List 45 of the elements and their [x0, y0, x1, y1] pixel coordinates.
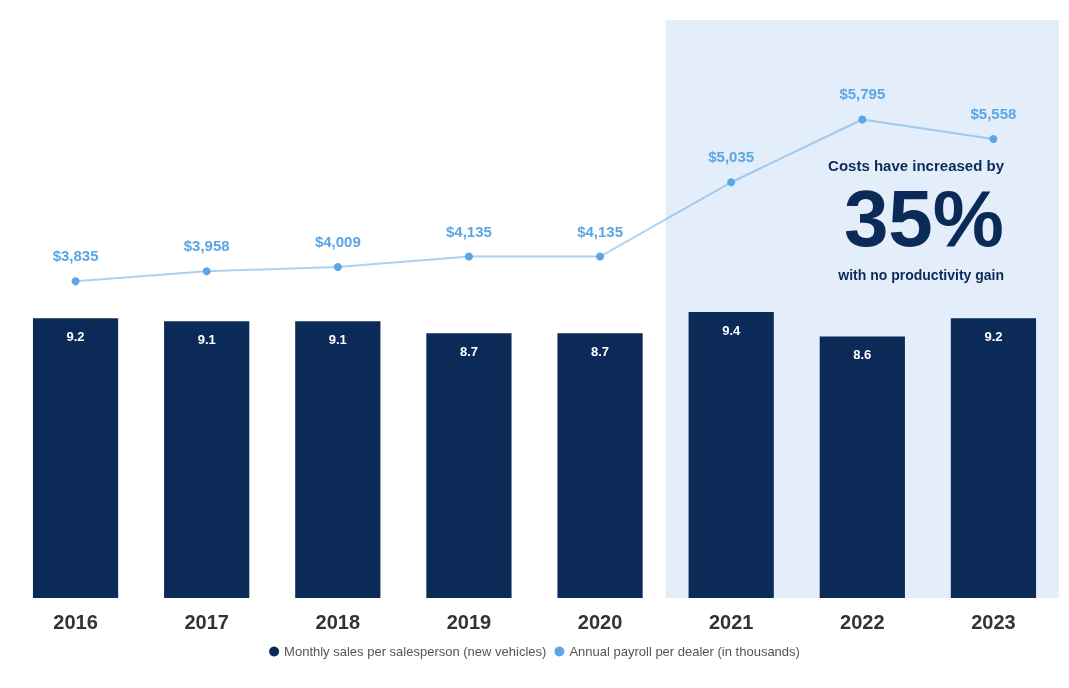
data-label: 8.7 — [591, 344, 610, 360]
point — [727, 178, 736, 187]
data-label: 9.2 — [66, 329, 85, 345]
point — [202, 267, 211, 276]
annotation: 35% — [843, 173, 1004, 263]
point — [71, 277, 80, 286]
data-label: 8.7 — [459, 344, 478, 360]
data-label: $3,835 — [52, 247, 99, 265]
annotation: Costs have increased by — [828, 157, 1005, 174]
data-label: 9.4 — [722, 323, 741, 339]
bar — [32, 318, 119, 598]
data-label: $5,558 — [970, 105, 1017, 123]
bar — [426, 333, 512, 598]
point — [464, 252, 473, 261]
data-label: $5,035 — [708, 148, 755, 166]
point — [989, 135, 998, 144]
data-label: 9.1 — [328, 332, 347, 348]
x-tick-label: 2020 — [577, 611, 623, 633]
legend-label: Monthly sales per salesperson (new vehicles) — [284, 644, 547, 659]
bar — [164, 321, 250, 598]
data-label: 9.2 — [984, 329, 1003, 345]
data-label: $3,958 — [183, 237, 230, 255]
legend-label: Annual payroll per dealer (in thousands) — [569, 644, 800, 659]
x-tick-label: 2022 — [840, 611, 885, 633]
bar — [950, 318, 1037, 598]
x-tick-label: 2023 — [971, 611, 1016, 633]
bar — [557, 333, 643, 598]
x-tick-label: 2016 — [53, 611, 98, 633]
x-tick-label: 2021 — [708, 611, 754, 633]
point — [858, 115, 867, 124]
data-label: $5,795 — [839, 85, 886, 103]
bar — [819, 336, 905, 598]
annotation: with no productivity gain — [837, 267, 1004, 283]
x-tick-label: 2019 — [446, 611, 492, 633]
data-label: $4,135 — [577, 222, 624, 240]
x-tick-label: 2017 — [184, 611, 229, 633]
point — [596, 252, 605, 261]
data-label: 8.6 — [853, 347, 872, 363]
bar — [295, 321, 381, 598]
x-tick-label: 2018 — [315, 611, 361, 633]
data-label: $4,009 — [314, 232, 361, 250]
data-label: $4,135 — [445, 222, 492, 240]
bar — [688, 312, 774, 598]
point — [333, 262, 342, 271]
data-label: 9.1 — [197, 332, 216, 348]
